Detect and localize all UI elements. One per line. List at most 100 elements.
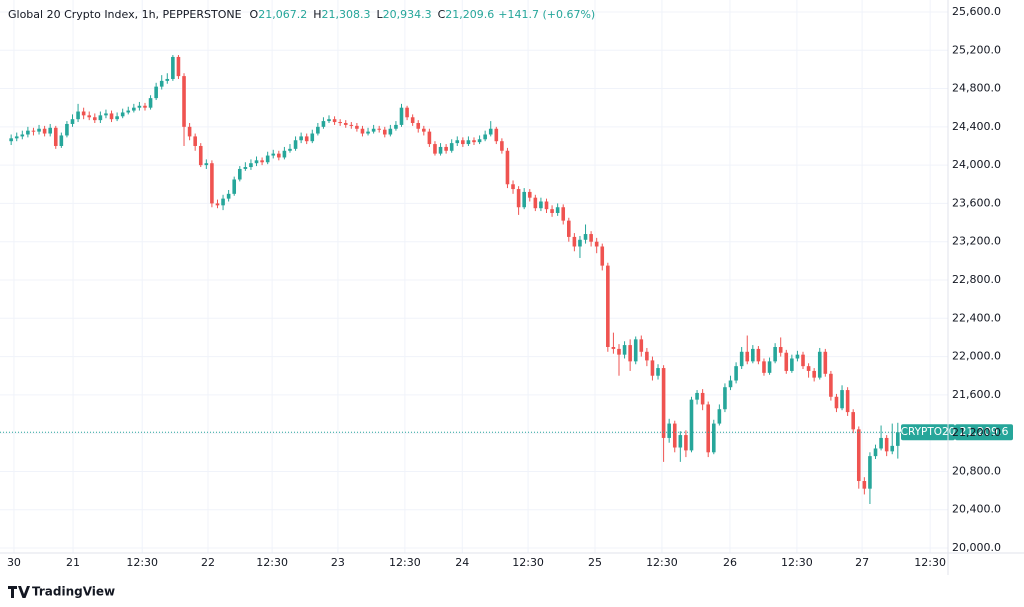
x-tick-label: 12:30 [914,556,946,569]
candle-body [171,56,175,79]
candle-body [416,123,421,129]
candle-body [210,163,214,204]
candle-body [327,119,331,122]
candle-body [31,130,36,132]
ohlc-key: H [313,8,321,21]
candle-body [622,345,627,355]
candle-body [226,193,231,199]
change: +141.7 (+0.67%) [498,8,595,21]
x-tick-label: 22 [201,556,215,569]
candle-body [795,354,800,359]
candle-body [801,354,805,367]
candle-body [667,423,671,438]
y-tick-label: 25,200.0 [952,43,1001,56]
candle-body [544,201,549,210]
candle-body [756,348,761,362]
candle-body [299,136,303,141]
candle-body [550,209,554,213]
grid [0,0,948,553]
candle-body [706,404,711,453]
watermark-logo: TradingView [8,585,115,599]
symbol-title: Global 20 Crypto Index, 1h, PEPPERSTONE [8,8,242,21]
candle-body [773,347,777,362]
candle-body [427,131,432,145]
candle-body [243,167,248,169]
candle-body [366,131,370,134]
candle-body [193,136,197,146]
candle-body [684,435,688,451]
x-tick-label: 23 [331,556,345,569]
candle-body [500,141,504,151]
candle-body [343,123,348,125]
candle-body [539,201,543,209]
candle-body [37,128,41,132]
ohlc-value: 21,067.2 [258,8,307,21]
overlay: CRYPTO20 21,209.6 [0,424,1013,441]
candle-body [377,128,381,130]
candle-body [829,373,833,397]
candle-body [784,352,789,371]
candle-body [455,140,460,144]
candle-body [600,246,605,266]
candle-body [751,348,755,362]
candle-body [221,198,225,206]
candle-body [633,339,638,362]
candle-body [232,179,237,194]
candle-body [254,160,259,164]
candle-body [567,220,571,237]
y-tick-label: 24,000.0 [952,158,1001,171]
candle-body [767,361,772,373]
candle-body [611,347,616,349]
candle-body [589,234,593,242]
candle-body [26,130,30,135]
candle-body [265,155,270,163]
candle-body [533,197,538,209]
candle-body [639,339,644,352]
candle-body [271,153,276,156]
candle-body [817,351,822,378]
y-tick-label: 20,400.0 [952,503,1001,516]
candle-body [399,107,404,125]
candle-body [466,140,471,145]
candle-body [93,117,97,121]
candle-body [840,390,844,409]
candle-body [606,265,610,348]
y-tick-label: 24,800.0 [952,82,1001,95]
candle-body [711,423,716,453]
candle-body [851,412,855,430]
candle-body [672,423,677,448]
candle-body [890,445,895,452]
x-tick-label: 21 [66,556,80,569]
y-tick-label: 21,600.0 [952,388,1001,401]
x-tick-label: 27 [855,556,869,569]
candle-body [745,351,750,362]
candle-body [594,241,599,247]
candle-body [449,143,454,151]
y-tick-label: 22,800.0 [952,273,1001,286]
symbol-tag-bg [901,424,955,441]
candle-body [53,127,58,146]
candle-body [120,112,125,117]
candle-body [661,368,666,438]
candle-body [104,113,108,116]
y-tick-label: 23,200.0 [952,235,1001,248]
candle-body [277,153,281,158]
candle-body [182,76,186,127]
candle-body [617,348,621,355]
candle-body [349,124,354,126]
candle-body [762,361,766,373]
candle-body [873,448,878,457]
candle-body [137,105,142,108]
candle-body [422,128,426,132]
candle-body [845,390,850,413]
candle-body [237,168,242,180]
ohlc-value: 20,934.3 [383,8,432,21]
x-tick-label: 12:30 [256,556,288,569]
candle-body [505,150,510,185]
candle-body [572,236,577,247]
candle-body [154,86,158,99]
x-tick-label: 26 [723,556,737,569]
candle-body [790,358,794,371]
candle-body [338,122,342,124]
